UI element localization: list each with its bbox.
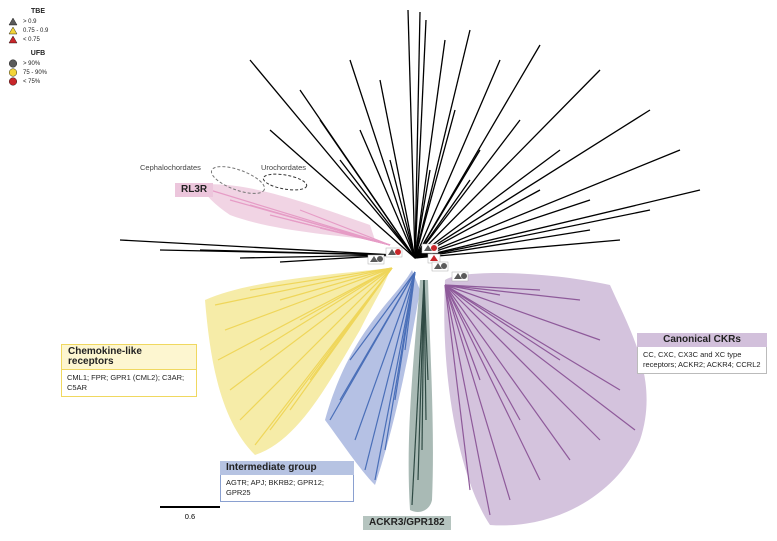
ackr3-branches	[411, 279, 429, 506]
rl3r-title: RL3R	[175, 183, 214, 197]
triangle-icon	[8, 26, 18, 35]
intermediate-label: Intermediate group AGTR; APJ; BKRB2; GPR…	[220, 461, 354, 502]
circle-icon	[9, 77, 17, 86]
legend-row: 0.75 - 0.9	[8, 26, 88, 35]
legend-label: > 0.9	[23, 18, 37, 25]
intermediate-desc: AGTR; APJ; BKRB2; GPR12; GPR25	[220, 475, 354, 502]
urochordates-label: Urochordates	[261, 163, 307, 172]
tbe-legend-title: TBE	[31, 8, 45, 15]
intermediate-branches	[329, 271, 416, 481]
circle-icon	[9, 68, 17, 77]
ackr3-label: ACKR3/GPR182	[363, 516, 451, 530]
canonical-label: Canonical CKRs CC, CXC, CX3C and XC type…	[637, 333, 767, 374]
legend-row: < 75%	[8, 77, 88, 86]
intermediate-title: Intermediate group	[220, 461, 354, 475]
chemokine-like-branches	[214, 267, 393, 446]
support-markers	[367, 243, 469, 282]
canonical-branches	[444, 284, 636, 516]
legend-label: < 0.75	[23, 36, 40, 43]
scale-bar: 0.6	[160, 506, 220, 521]
legend-label: 0.75 - 0.9	[23, 27, 49, 34]
circle-icon	[9, 59, 17, 68]
canonical-desc: CC, CXC, CX3C and XC type receptors; ACK…	[637, 347, 767, 374]
scale-bar-label: 0.6	[184, 511, 196, 521]
ackr3-title: ACKR3/GPR182	[363, 516, 451, 530]
chemokine-like-desc: CML1; FPR; GPR1 (CML2); C3AR; C5AR	[61, 370, 197, 397]
chemokine-like-label: Chemokine-like receptors CML1; FPR; GPR1…	[61, 344, 197, 397]
triangle-icon	[8, 17, 18, 26]
rl3r-clade-shade	[200, 184, 375, 240]
urochordates-outline	[262, 173, 308, 191]
rl3r-branches	[209, 189, 391, 246]
triangle-icon	[8, 35, 18, 44]
cephalochordates-outline	[210, 166, 266, 194]
cephalochordates-label: Cephalochordates	[140, 163, 201, 172]
support-legend: TBE > 0.9 0.75 - 0.9 < 0.75 UFB > 90% 75…	[8, 8, 88, 86]
legend-row: > 0.9	[8, 17, 88, 26]
ufb-legend-title: UFB	[30, 50, 46, 57]
legend-row: 75 - 90%	[8, 68, 88, 77]
scale-bar-line	[160, 506, 220, 508]
legend-label: 75 - 90%	[23, 69, 48, 76]
chemokine-like-title: Chemokine-like receptors	[61, 344, 197, 370]
legend-row: < 0.75	[8, 35, 88, 44]
legend-label: < 75%	[23, 78, 41, 85]
legend-row: > 90%	[8, 59, 88, 68]
legend-label: > 90%	[23, 60, 41, 67]
canonical-title: Canonical CKRs	[637, 333, 767, 347]
outgroup-branches	[119, 9, 701, 263]
canonical-clade-shade	[444, 273, 647, 526]
rl3r-label: RL3R	[175, 183, 214, 197]
